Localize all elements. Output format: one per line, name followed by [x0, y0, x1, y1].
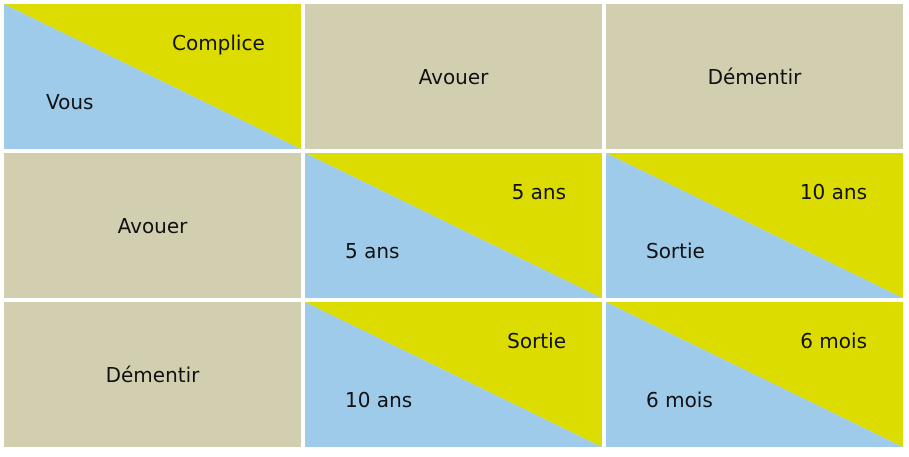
column-player-label: Complice [172, 31, 265, 55]
column-header-label: Démentir [707, 64, 802, 89]
vous-payoff-triangle [606, 302, 903, 447]
payoff-split [606, 302, 903, 447]
column-header-label: Avouer [418, 64, 489, 89]
corner-blue-triangle [4, 4, 301, 149]
row-header-label: Avouer [117, 213, 188, 238]
vous-payoff-triangle [305, 302, 602, 447]
complice-payoff-label: 6 mois [800, 329, 867, 353]
payoff-cell-avouer-dementir: 10 ans Sortie [606, 153, 903, 298]
corner-split [4, 4, 301, 149]
row-header-dementir: Démentir [4, 302, 301, 447]
payoff-split [606, 153, 903, 298]
complice-payoff-label: 5 ans [511, 180, 566, 204]
vous-payoff-label: 6 mois [646, 388, 713, 412]
vous-payoff-triangle [606, 153, 903, 298]
payoff-cell-avouer-avouer: 5 ans 5 ans [305, 153, 602, 298]
vous-payoff-triangle [305, 153, 602, 298]
row-player-label: Vous [46, 90, 94, 114]
payoff-cell-dementir-avouer: Sortie 10 ans [305, 302, 602, 447]
complice-payoff-label: 10 ans [799, 180, 867, 204]
payoff-cell-dementir-dementir: 6 mois 6 mois [606, 302, 903, 447]
complice-payoff-label: Sortie [507, 329, 566, 353]
column-header-dementir: Démentir [606, 4, 903, 149]
vous-payoff-label: 10 ans [345, 388, 413, 412]
vous-payoff-label: Sortie [646, 239, 705, 263]
row-header-label: Démentir [105, 362, 200, 387]
row-header-avouer: Avouer [4, 153, 301, 298]
column-header-avouer: Avouer [305, 4, 602, 149]
payoff-split [305, 302, 602, 447]
vous-payoff-label: 5 ans [345, 239, 400, 263]
payoff-split [305, 153, 602, 298]
corner-cell: Complice Vous [4, 4, 301, 149]
